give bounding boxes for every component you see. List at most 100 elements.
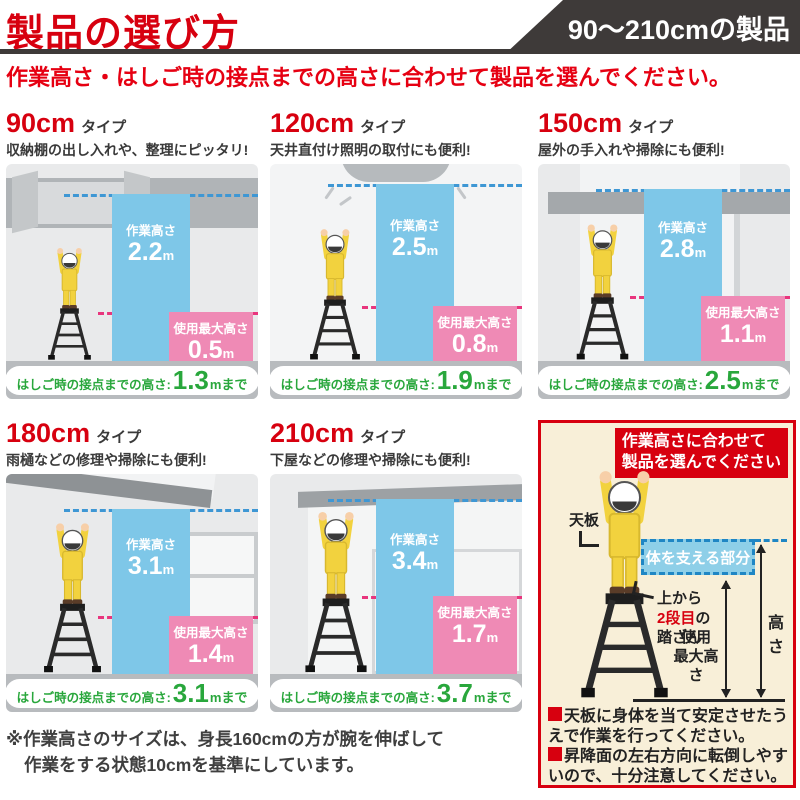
contact-height-suffix: mまで [741,376,780,392]
window-bar-decoration [140,574,258,578]
panel-type-suffix: タイプ [360,429,406,446]
contact-height-label: はしご時の接点までの高さ: [280,690,435,705]
max-height-value: 0.8m [451,330,499,358]
usage-info-panel: 作業高さに合わせて 製品を選んでください 天板 体を支える部分 上から 2段目の… [538,420,796,788]
max-height-value: 0.5m [187,336,235,364]
panel-size-label: 120cm [270,108,355,138]
contact-height-value: 2.5 [704,364,741,395]
panel-type-suffix: タイプ [360,119,406,136]
panel-size-label: 90cm [6,108,76,138]
max-height-value: 1.1m [719,320,767,348]
footnote-line2: 作業をする状態10cmを基準にしています。 [24,755,364,776]
ladder-contact-height-pill: はしご時の接点までの高さ: 3.7 mまで [270,678,522,708]
body-support-area-box: 体を支える部分 [641,539,755,575]
worker-on-stepladder-illustration: 作業高さ 2.5m 使用最大高さ 0.8m はしご時の接点までの高さ: 1.9 … [270,164,522,399]
contact-height-label: はしご時の接点までの高さ: [548,377,703,392]
max-height-box: 使用最大高さ 1.1m [701,296,785,361]
worker-ladder-icon [28,514,117,674]
floor-strip: はしご時の接点までの高さ: 3.1 mまで [6,674,258,712]
contact-height-label: はしご時の接点までの高さ: [16,690,171,705]
contact-height-value: 1.3 [172,364,209,395]
work-height-value: 3.4m [391,546,439,575]
shelf-door-decoration [12,170,38,234]
worker-on-stepladder-illustration: 作業高さ 3.1m 使用最大高さ 1.4m はしご時の接点までの高さ: 3.1 … [6,474,258,712]
page-title: 製品の選び方 [6,13,241,55]
height-arrow [756,544,766,698]
contact-height-suffix: mまで [209,376,248,392]
ladder-contact-height-pill: はしご時の接点までの高さ: 2.5 mまで [538,364,790,395]
max-height-box: 使用最大高さ 1.7m [433,596,517,674]
ceiling-light-decoration [341,164,451,182]
worker-ladder-icon [296,221,374,361]
info-badge: 作業高さに合わせて 製品を選んでください [614,428,788,478]
floor-strip: はしご時の接点までの高さ: 2.5 mまで [538,361,790,399]
contact-height-suffix: mまで [209,689,248,705]
light-ray-decoration [324,186,335,200]
max-height-label: 使用最大高さ [705,306,781,320]
max-height-box: 使用最大高さ 1.4m [169,616,253,674]
contact-height-label: はしご時の接点までの高さ: [280,377,435,392]
work-height-value: 3.1m [127,551,175,580]
ladder-contact-height-pill: はしご時の接点までの高さ: 1.3 mまで [6,364,258,395]
ladder-contact-height-pill: はしご時の接点までの高さ: 1.9 mまで [270,364,522,395]
panel-size-label: 150cm [538,108,623,138]
worker-on-stepladder-illustration: 作業高さ 2.8m 使用最大高さ 1.1m はしご時の接点までの高さ: 2.5 … [538,164,790,399]
info-badge-line1: 作業高さに合わせて [621,433,766,450]
support-area-dashed-line [755,539,787,542]
worker-ladder-icon [562,216,643,361]
max-height-label: 使用最大高さ [437,316,513,330]
worker-ladder-icon [288,502,384,674]
worker-ladder-icon [36,241,103,361]
max-height-box: 使用最大高さ 0.8m [433,306,517,361]
work-height-label: 作業高さ [125,223,176,238]
floor-strip: はしご時の接点までの高さ: 1.9 mまで [270,361,522,399]
panel-description: 屋外の手入れや掃除にも便利! [538,142,725,158]
info-badge-line2: 製品を選んでください [621,453,781,471]
panel-description: 収納棚の出し入れや、整理にピッタリ! [6,142,249,158]
header-rule [0,49,565,54]
panel-180cm: 180cm タイプ 雨樋などの修理や掃除にも便利! 作業高さ 3.1m 使用最大… [6,418,258,712]
work-height-label: 作業高さ [125,537,176,552]
panel-description: 雨樋などの修理や掃除にも便利! [6,452,207,468]
work-height-value: 2.5m [391,232,439,261]
usage-max-height-label: 使用 最大高さ [673,629,719,684]
panel-type-suffix: タイプ [628,119,674,136]
size-range-badge: 90〜210cmの製品 [505,0,800,54]
panel-description: 天井直付け照明の取付にも便利! [270,142,471,158]
contact-height-suffix: mまで [473,376,512,392]
panel-90cm: 90cm タイプ 収納棚の出し入れや、整理にピッタリ! 作業高さ 2.2m 使用… [6,108,258,399]
second-step-label: 上から 2段目の 踏ざん [657,590,711,646]
header: 製品の選び方 90〜210cmの製品 [0,0,800,55]
note-2: 昇降面の左右方向に転倒しやすいので、十分注意してください。 [548,748,788,785]
footnote: ※作業高さのサイズは、身長160cmの方が腕を伸ばして 作業をする状態10cmを… [6,726,444,779]
worker-on-stepladder-illustration: 作業高さ 3.4m 使用最大高さ 1.7m はしご時の接点までの高さ: 3.7 … [270,474,522,712]
light-ray-decoration [456,186,467,200]
contact-height-label: はしご時の接点までの高さ: [16,377,171,392]
ladder-contact-height-pill: はしご時の接点までの高さ: 3.1 mまで [6,677,258,708]
work-height-value: 2.8m [659,235,707,264]
panel-description: 下屋などの修理や掃除にも便利! [270,452,471,468]
contact-height-value: 1.9 [436,364,473,395]
max-height-label: 使用最大高さ [437,606,513,620]
max-height-label: 使用最大高さ [173,626,249,640]
panel-title: 210cm タイプ [270,418,522,448]
max-height-box: 使用最大高さ 0.5m [169,312,253,364]
work-height-label: 作業高さ [657,221,708,236]
max-height-label: 使用最大高さ [173,322,249,336]
panel-title: 150cm タイプ [538,108,790,138]
panel-title: 120cm タイプ [270,108,522,138]
usage-max-height-arrow [721,580,731,698]
max-height-value: 1.4m [187,640,235,668]
panel-title: 90cm タイプ [6,108,258,138]
page-subtitle: 作業高さ・はしご時の接点までの高さに合わせて製品を選んでください。 [6,65,731,90]
panel-120cm: 120cm タイプ 天井直付け照明の取付にも便利! 作業高さ 2.5m 使用最大… [270,108,522,399]
contact-height-suffix: mまで [473,689,512,705]
light-ray-decoration [338,195,353,207]
top-plate-pointer [579,531,599,547]
panel-size-label: 210cm [270,418,355,448]
panel-150cm: 150cm タイプ 屋外の手入れや掃除にも便利! 作業高さ 2.8m 使用最大高… [538,108,790,399]
note-1: 天板に身体を当て安定させたうえで作業を行ってください。 [548,708,789,745]
contact-height-value: 3.1 [172,677,209,708]
floor-strip: はしご時の接点までの高さ: 1.3 mまで [6,361,258,399]
